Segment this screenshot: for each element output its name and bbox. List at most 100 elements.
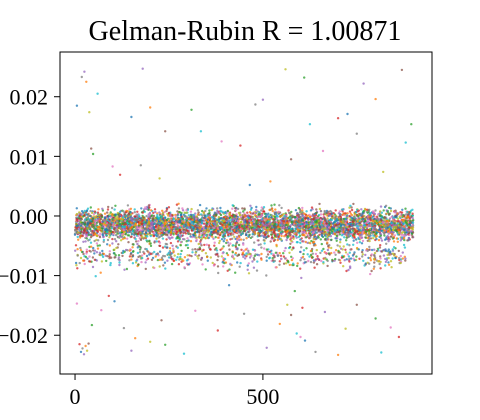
sample-point-2007 <box>242 238 245 241</box>
sample-point-4868 <box>356 219 360 222</box>
sample-point-1311 <box>161 209 164 212</box>
sample-point-940 <box>189 235 192 238</box>
sample-point-4978 <box>368 232 371 236</box>
sample-point-4672 <box>180 211 183 215</box>
sample-point-4467 <box>89 229 93 233</box>
sample-point-3013 <box>203 222 206 225</box>
sample-point-4410 <box>73 233 77 236</box>
sample-point-4936 <box>212 226 215 230</box>
sample-point-4080 <box>361 212 364 215</box>
sample-point-4443 <box>400 211 404 214</box>
sample-point-3860 <box>163 231 166 234</box>
sample-point-4238 <box>326 217 329 220</box>
sample-point-2878 <box>119 239 123 242</box>
sample-point-1404 <box>380 239 384 242</box>
sample-point-4800 <box>245 233 248 236</box>
sample-point-2229 <box>133 208 136 211</box>
sample-point-501 <box>189 240 193 243</box>
sample-point-3282 <box>87 233 91 237</box>
sample-point-3005 <box>288 231 291 234</box>
sample-point-1970 <box>360 242 364 245</box>
sample-point-4544 <box>131 219 134 223</box>
sample-point-4271 <box>243 214 246 217</box>
sample-point-4932 <box>319 238 322 241</box>
sample-point-4859 <box>84 218 87 221</box>
sample-point-770 <box>234 237 237 241</box>
sample-point-2953 <box>229 238 232 241</box>
sample-point-4118 <box>116 217 119 220</box>
sample-point-3969 <box>380 211 384 214</box>
sample-point-2040 <box>369 234 372 237</box>
sample-point-3450 <box>403 228 406 232</box>
sample-point-3093 <box>295 233 298 236</box>
sample-point-4733 <box>221 224 224 227</box>
sample-point-3311 <box>326 214 329 217</box>
sample-point-4654 <box>255 208 258 212</box>
sample-point-4492 <box>240 225 244 228</box>
sample-point-4117 <box>262 238 265 242</box>
sample-point-4746 <box>174 221 178 224</box>
sample-point-4564 <box>388 217 392 220</box>
sample-point-4690 <box>213 217 216 220</box>
sample-point-4644 <box>200 227 204 231</box>
sample-point-4738 <box>228 212 231 216</box>
sample-point-535 <box>366 239 369 242</box>
sample-point-4150 <box>401 208 404 211</box>
sample-point-4838 <box>185 211 188 214</box>
sample-point-4594 <box>407 237 410 240</box>
sample-point-4896 <box>359 236 362 240</box>
sample-point-4499 <box>122 216 125 219</box>
sample-point-4099 <box>335 217 339 221</box>
sample-point-3639 <box>333 229 337 233</box>
sample-point-4177 <box>403 233 407 236</box>
sample-point-3209 <box>192 222 195 226</box>
sample-point-4663 <box>335 223 338 227</box>
sample-point-4612 <box>181 217 184 220</box>
sample-point-4977 <box>140 232 143 236</box>
sample-point-2956 <box>234 208 238 212</box>
sample-point-4258 <box>251 225 254 228</box>
points-layer <box>73 67 415 357</box>
sample-point-4097 <box>349 228 352 231</box>
sample-point-4897 <box>233 227 236 230</box>
sample-point-4829 <box>330 218 333 222</box>
sample-point-4028 <box>256 232 260 235</box>
sample-point-3970 <box>236 218 239 221</box>
sample-point-4906 <box>392 218 395 221</box>
sample-point-3204 <box>360 236 364 239</box>
sample-point-4789 <box>258 211 261 214</box>
sample-point-4768 <box>222 219 226 222</box>
sample-point-4674 <box>166 223 169 227</box>
sample-point-4233 <box>356 232 360 235</box>
sample-point-4387 <box>133 211 136 214</box>
sample-point-714 <box>238 238 241 242</box>
sample-point-3642 <box>193 231 197 235</box>
sample-point-4494 <box>296 216 299 219</box>
sample-point-3853 <box>213 244 216 247</box>
sample-point-4826 <box>354 221 357 224</box>
sample-point-4241 <box>111 213 114 216</box>
sample-point-4628 <box>373 220 377 223</box>
sample-point-3207 <box>204 209 207 213</box>
sample-point-2039 <box>156 214 159 217</box>
sample-point-3770 <box>394 215 397 218</box>
sample-point-4392 <box>328 222 331 225</box>
sample-point-2466 <box>186 237 189 240</box>
sample-point-4949 <box>126 222 129 225</box>
sample-point-4608 <box>323 229 326 232</box>
sample-point-4421 <box>177 202 180 205</box>
sample-point-4580 <box>236 225 239 229</box>
sample-point-4465 <box>290 230 293 234</box>
sample-point-3175 <box>106 211 109 214</box>
sample-point-3797 <box>87 214 90 218</box>
sample-point-2842 <box>221 231 224 234</box>
sample-point-2758 <box>279 215 282 218</box>
sample-point-4939 <box>283 214 286 218</box>
sample-point-4899 <box>388 225 391 228</box>
sample-point-3726 <box>112 232 115 236</box>
sample-point-4776 <box>301 225 304 228</box>
sample-point-4972 <box>121 222 125 225</box>
sample-point-2963 <box>124 211 128 214</box>
sample-point-4717 <box>348 244 351 247</box>
sample-point-2924 <box>115 240 118 243</box>
